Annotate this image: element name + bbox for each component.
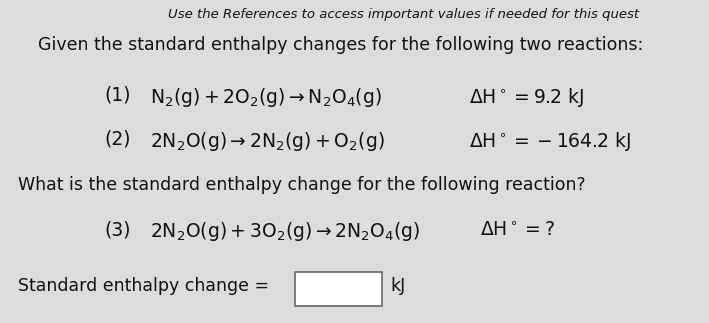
FancyBboxPatch shape [296,272,382,306]
Text: (2): (2) [104,130,131,149]
Text: (1): (1) [104,86,131,105]
Text: (3): (3) [104,220,131,239]
Text: $\mathrm{N_2(g) + 2O_2(g) \rightarrow N_2O_4(g)}$: $\mathrm{N_2(g) + 2O_2(g) \rightarrow N_… [150,86,381,109]
Text: Given the standard enthalpy changes for the following two reactions:: Given the standard enthalpy changes for … [38,36,643,55]
Text: $\mathrm{\Delta H^\circ = -164.2\ kJ}$: $\mathrm{\Delta H^\circ = -164.2\ kJ}$ [469,130,632,153]
Text: Use the References to access important values if needed for this quest: Use the References to access important v… [167,8,639,21]
Text: kJ: kJ [391,277,406,295]
Text: $\mathrm{2N_2O(g) + 3O_2(g) \rightarrow 2N_2O_4(g)}$: $\mathrm{2N_2O(g) + 3O_2(g) \rightarrow … [150,220,420,243]
Text: Standard enthalpy change =: Standard enthalpy change = [18,277,269,295]
Text: $\mathrm{\Delta H^\circ = 9.2\ kJ}$: $\mathrm{\Delta H^\circ = 9.2\ kJ}$ [469,86,585,109]
Text: $\mathrm{\Delta H^\circ =?}$: $\mathrm{\Delta H^\circ =?}$ [479,220,554,239]
Text: $\mathrm{2N_2O(g) \rightarrow 2N_2(g) + O_2(g)}$: $\mathrm{2N_2O(g) \rightarrow 2N_2(g) + … [150,130,384,153]
Text: What is the standard enthalpy change for the following reaction?: What is the standard enthalpy change for… [18,176,585,194]
